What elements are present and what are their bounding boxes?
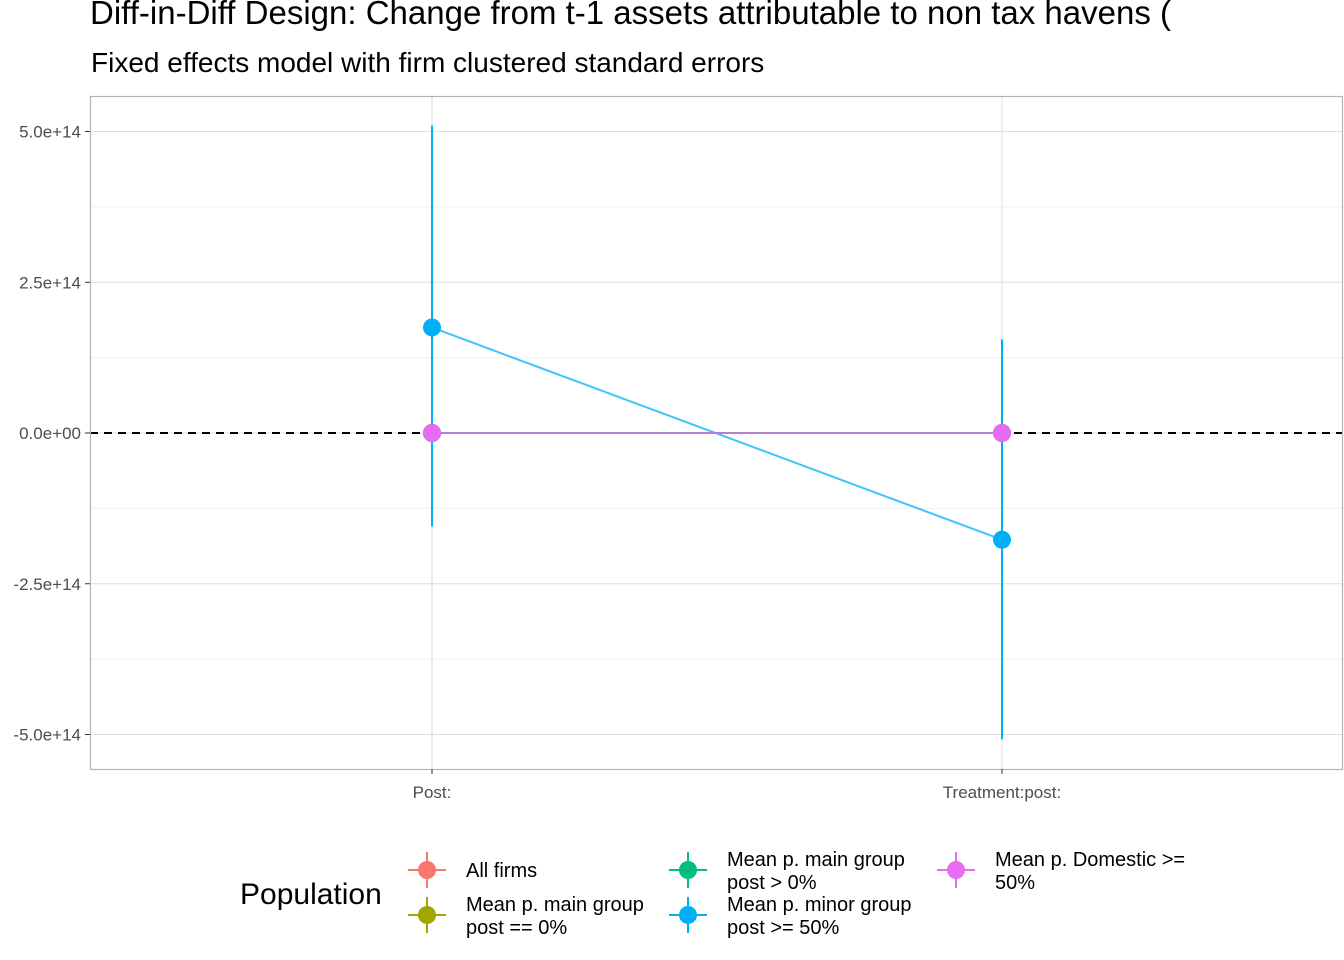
panel-frame — [89, 95, 1344, 771]
x-tick-label: Post: — [413, 783, 452, 802]
data-point — [423, 424, 441, 442]
y-tick-label: 5.0e+14 — [19, 123, 81, 142]
y-tick-label: 2.5e+14 — [19, 273, 81, 292]
legend-label: Mean p. Domestic >= — [995, 849, 1185, 871]
data-point — [993, 424, 1011, 442]
legend-key-point — [679, 906, 697, 924]
legend-label: 50% — [995, 872, 1035, 894]
legend-label: post >= 50% — [727, 917, 840, 939]
axis-labels: 5.0e+14 2.5e+14 0.0e+00 -2.5e+14 -5.0e+14 Pos… — [13, 123, 1061, 803]
data-point — [423, 318, 441, 337]
legend-label: post > 0% — [727, 872, 817, 894]
chart-title: Diff-in-Diff Design: Change from t-1 ass… — [90, 0, 1171, 31]
panel-border — [89, 95, 1344, 771]
legend-label: All firms — [466, 860, 537, 882]
legend-label: Mean p. main group — [466, 894, 644, 916]
data-point — [993, 530, 1011, 549]
legend-title: Population — [240, 878, 382, 911]
series-group — [423, 125, 1011, 740]
legend-label: post == 0% — [466, 917, 567, 939]
legend-key-point — [947, 861, 965, 879]
x-tick-label: Treatment:post: — [943, 783, 1061, 802]
legend-entry: All firms — [408, 852, 537, 888]
legend-key-point — [418, 906, 436, 924]
legend-key-point — [418, 861, 436, 879]
chart-subtitle: Fixed effects model with firm clustered … — [91, 47, 765, 78]
y-tick-label: -2.5e+14 — [13, 575, 81, 594]
legend-entry: Mean p. Domestic >=50% — [937, 849, 1185, 894]
legend-key-point — [679, 861, 697, 879]
legend-label: Mean p. main group — [727, 849, 905, 871]
legend-label: Mean p. minor group — [727, 894, 912, 916]
series-4 — [423, 424, 1011, 442]
y-tick-label: -5.0e+14 — [13, 726, 81, 745]
y-tick-label: 0.0e+00 — [19, 424, 81, 443]
